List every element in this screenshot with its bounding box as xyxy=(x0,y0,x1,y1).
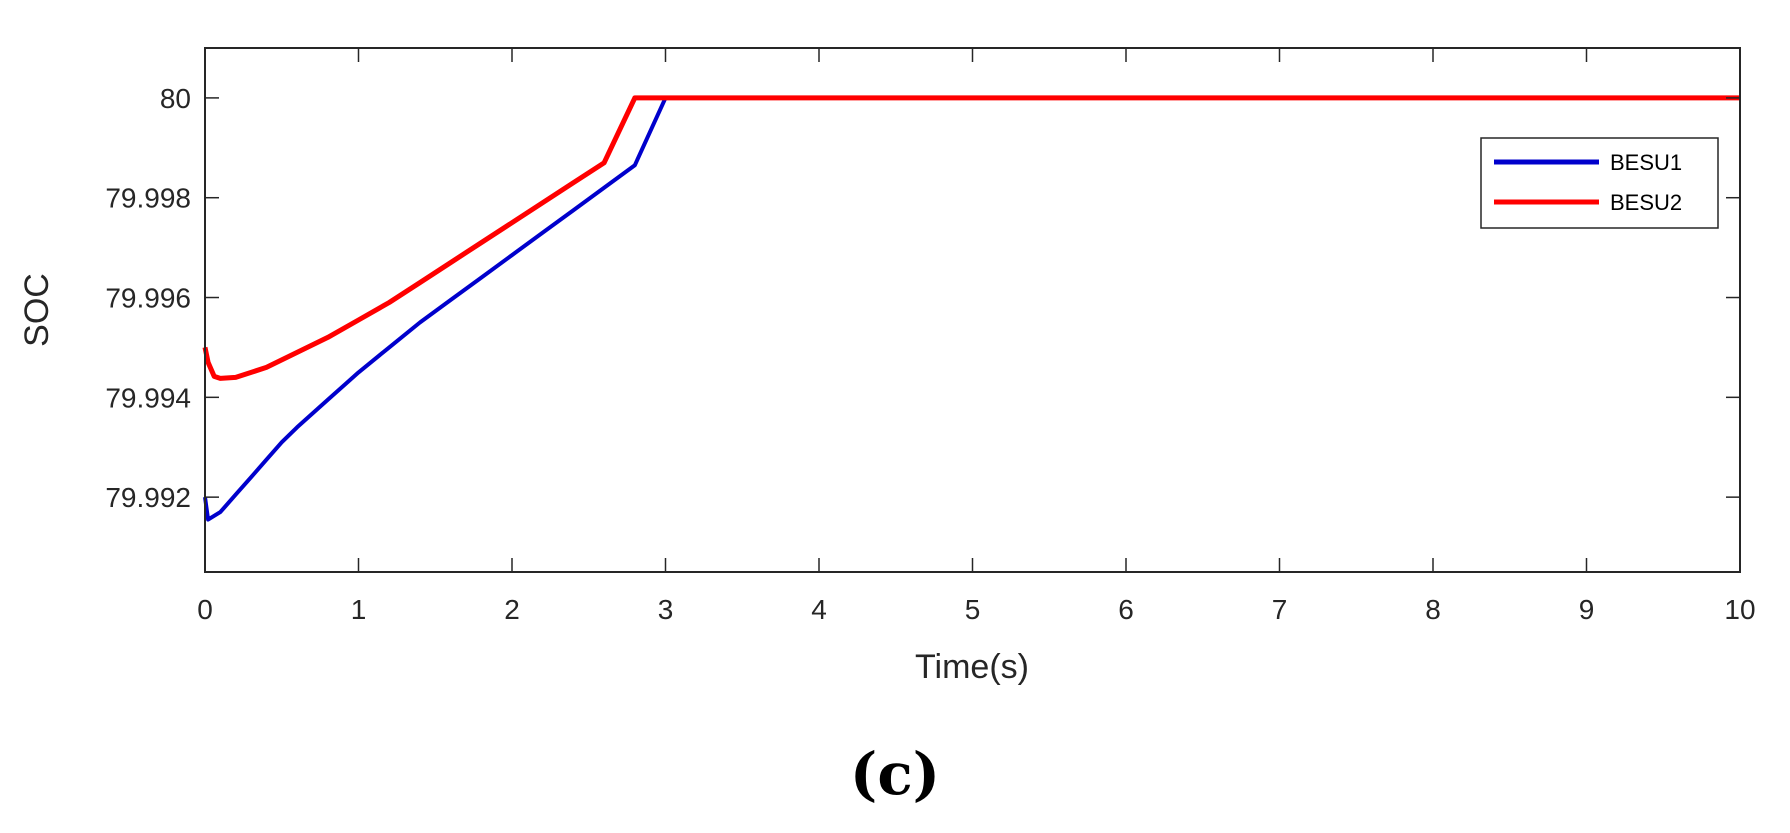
y-tick-label: 80 xyxy=(160,83,191,114)
x-tick-label: 3 xyxy=(658,594,674,625)
x-tick-label: 7 xyxy=(1272,594,1288,625)
x-tick-label: 1 xyxy=(351,594,367,625)
soc-line-chart: 0 1 2 3 4 5 6 7 8 9 10 79.992 79.994 79.996 79.998 80 T… xyxy=(18,47,1756,686)
legend-label-besu1: BESU1 xyxy=(1610,150,1682,175)
plot-area xyxy=(205,48,1740,572)
y-tick-label: 79.996 xyxy=(105,283,191,314)
series-line-besu2 xyxy=(202,95,1740,381)
series-line-besu1 xyxy=(203,95,1740,522)
x-tick-label: 0 xyxy=(197,594,213,625)
x-tick-label: 9 xyxy=(1579,594,1595,625)
y-tick-label: 79.994 xyxy=(105,382,191,413)
y-axis-label: SOC xyxy=(18,273,56,347)
x-tick-label: 5 xyxy=(965,594,981,625)
x-tick-label: 6 xyxy=(1118,594,1134,625)
x-tick-label: 4 xyxy=(811,594,827,625)
x-tick-label: 10 xyxy=(1724,594,1755,625)
x-tick-label: 2 xyxy=(504,594,520,625)
panel-label: (c) xyxy=(849,740,941,808)
y-tick-label: 79.998 xyxy=(105,183,191,214)
legend-box xyxy=(1480,137,1719,229)
x-axis-label: Time(s) xyxy=(915,648,1029,686)
x-tick-label: 8 xyxy=(1425,594,1441,625)
y-tick-label: 79.992 xyxy=(105,482,191,513)
legend: BESU1 BESU2 xyxy=(1480,137,1719,229)
legend-label-besu2: BESU2 xyxy=(1610,190,1682,215)
